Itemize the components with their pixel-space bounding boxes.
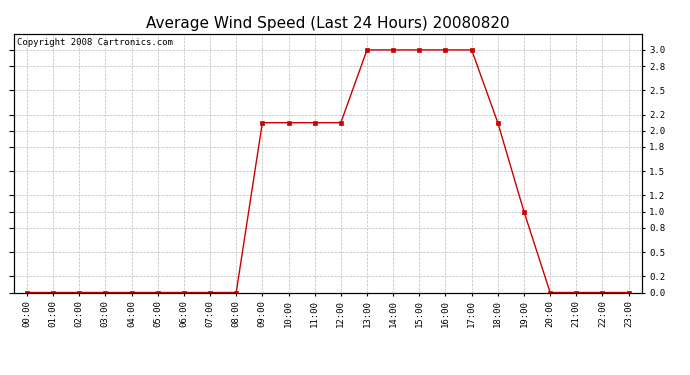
Text: Copyright 2008 Cartronics.com: Copyright 2008 Cartronics.com (17, 38, 172, 46)
Title: Average Wind Speed (Last 24 Hours) 20080820: Average Wind Speed (Last 24 Hours) 20080… (146, 16, 509, 31)
